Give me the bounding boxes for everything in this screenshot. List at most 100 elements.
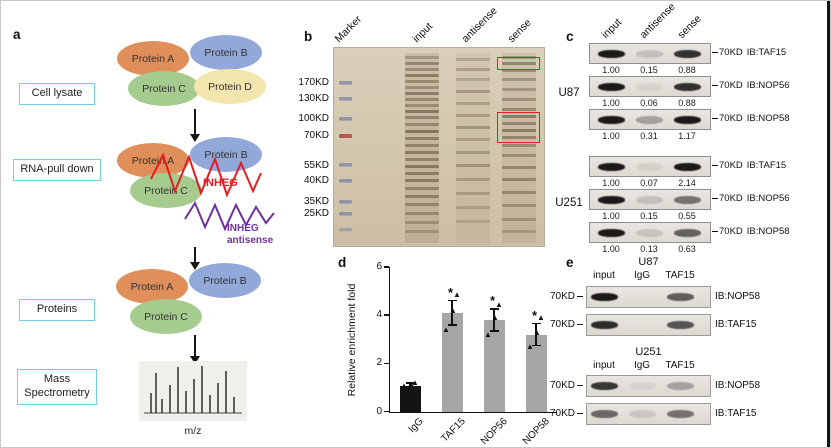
quant-values: 1.00 0.07 2.14 — [589, 178, 711, 188]
quant-value: 1.00 — [602, 98, 620, 108]
protein-d-oval: Protein D — [194, 69, 266, 104]
lane-label: sense — [675, 12, 704, 41]
lane-label: Marker — [332, 13, 365, 45]
mass-spectrum-plot-icon — [144, 366, 242, 414]
protein-band — [667, 410, 694, 418]
blot-strip — [586, 375, 711, 397]
quant-value: 0.55 — [678, 211, 696, 221]
mw-label: 170KD — [298, 77, 329, 88]
protein-band — [598, 195, 625, 204]
protein-band — [674, 195, 701, 204]
protein-band — [629, 410, 656, 418]
lane-label: TAF15 — [665, 270, 695, 281]
quant-value: 1.00 — [602, 244, 620, 254]
quant-value: 0.15 — [640, 211, 658, 221]
error-bar — [409, 383, 411, 387]
blot-label: 70KD IB:NOP58 — [712, 226, 790, 237]
scatter-point-icon: ▲ — [537, 312, 545, 322]
screen-edge — [827, 1, 830, 447]
lane-label: IgG — [633, 360, 651, 371]
protein-band — [636, 162, 663, 171]
protein-band — [591, 321, 618, 329]
arrow-down-icon — [194, 335, 197, 357]
scatter-point-icon: ▲ — [411, 377, 419, 387]
lane-label: antisense — [459, 4, 500, 46]
blot-label: 70KD IB:TAF15 — [712, 160, 786, 171]
antibody-label: IB:NOP58 — [746, 113, 790, 124]
mw-label: 25KD — [303, 208, 329, 219]
antibody-label: IB:NOP56 — [746, 193, 790, 204]
blot-strip — [589, 76, 711, 97]
protein-band — [674, 82, 701, 91]
quant-value: 1.00 — [602, 211, 620, 221]
significance-asterisk: * — [532, 307, 538, 323]
mw-label: 40KD — [303, 175, 329, 186]
mw-label: 70KD — [719, 226, 743, 237]
mw-label: 130KD — [298, 93, 329, 104]
quant-value: 0.63 — [678, 244, 696, 254]
scatter-point-icon: ▲ — [453, 289, 461, 299]
highlight-box — [497, 57, 540, 70]
quant-value: 0.07 — [640, 178, 658, 188]
protein-band — [598, 115, 625, 124]
antibody-label: IB:NOP56 — [746, 80, 790, 91]
protein-a-oval: Protein A — [116, 269, 188, 304]
error-bar-cap — [447, 324, 457, 326]
inheg-antisense-label: INHEG antisense — [227, 223, 274, 246]
antibody-label: IB:TAF15 — [715, 319, 757, 330]
blot-label: 70KD IB:NOP56 — [712, 193, 790, 204]
blot-label: 70KD IB:TAF15 — [712, 47, 786, 58]
protein-c-oval: Protein C — [130, 299, 202, 334]
quant-value: 0.15 — [640, 65, 658, 75]
protein-c-oval: Protein C — [128, 71, 200, 106]
error-bar-cap — [531, 322, 541, 325]
protein-band — [598, 82, 625, 91]
error-bar — [493, 309, 495, 331]
error-bar-cap — [489, 308, 499, 310]
antibody-label: IB:NOP58 — [715, 291, 761, 302]
quant-value: 1.17 — [678, 131, 696, 141]
lane-label: input — [599, 16, 625, 41]
blot-strip — [586, 314, 711, 336]
protein-band — [591, 293, 618, 301]
protein-a-oval: Protein A — [117, 41, 189, 76]
quant-values: 1.00 0.31 1.17 — [589, 131, 711, 141]
y-tick — [384, 266, 389, 268]
mw-label: 70KD — [543, 319, 583, 330]
protein-band — [674, 162, 701, 171]
blot-strip — [589, 189, 711, 210]
mw-label: 55KD — [303, 160, 329, 171]
blot-label: 70KD IB:NOP56 — [712, 80, 790, 91]
mz-axis-label: m/z — [184, 425, 202, 437]
blot-strip — [589, 109, 711, 130]
mw-label: 70KD — [303, 130, 329, 141]
panel-b-label: b — [304, 29, 313, 44]
silver-stain-gel — [333, 47, 545, 247]
lane-label: input — [593, 270, 615, 281]
lane-label: sense — [505, 16, 534, 45]
error-bar-cap — [405, 386, 415, 388]
x-category-label: NOP58 — [520, 415, 552, 447]
protein-band — [667, 382, 694, 390]
x-category-label: IgG — [406, 415, 426, 435]
quant-value: 1.00 — [602, 178, 620, 188]
panel-c-label: c — [566, 29, 574, 44]
lane-label: IgG — [633, 270, 651, 281]
y-tick — [384, 410, 389, 413]
step-box-mass-spectrometry: Mass Spectrometry — [17, 369, 97, 405]
blot-strip — [589, 43, 711, 64]
mw-label: 100KD — [298, 113, 329, 124]
scatter-point-icon: ▲ — [491, 312, 499, 322]
mw-label: 70KD — [719, 160, 743, 171]
blot-strip — [589, 222, 711, 243]
quant-value: 2.14 — [678, 178, 696, 188]
protein-c-oval: Protein C — [130, 173, 202, 208]
protein-band — [591, 410, 618, 418]
highlight-box — [497, 112, 540, 143]
quant-values: 1.00 0.15 0.88 — [589, 65, 711, 75]
mw-label: 70KD — [543, 380, 583, 391]
cell-line-label: U87 — [638, 256, 659, 268]
bar — [399, 385, 421, 412]
lane-label: input — [410, 20, 436, 45]
